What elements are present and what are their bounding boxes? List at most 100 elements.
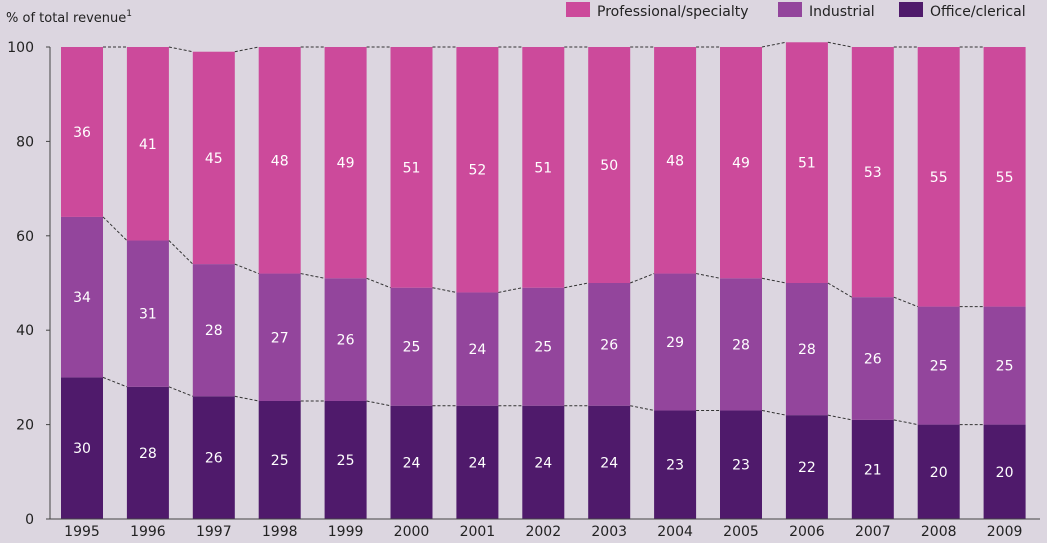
bar-label-industrial-1995: 34 xyxy=(73,290,91,306)
bar-office-clerical-1996 xyxy=(126,386,169,519)
bar-label-industrial-1999: 26 xyxy=(337,333,355,349)
bar-professional-specialty-2002 xyxy=(522,47,565,288)
bar-professional-specialty-2004 xyxy=(654,47,697,274)
legend-label-professional-specialty: Professional/specialty xyxy=(597,4,748,20)
bar-professional-specialty-2007 xyxy=(851,47,894,298)
bar-office-clerical-2007 xyxy=(851,419,894,519)
connector-1-8 xyxy=(630,273,655,284)
bars xyxy=(61,42,1026,519)
y-tick-label-0: 0 xyxy=(25,512,34,528)
bar-professional-specialty-2009 xyxy=(983,47,1026,307)
y-axis-label: % of total revenue1 xyxy=(6,9,132,26)
bar-label-industrial-2001: 24 xyxy=(468,342,486,358)
bar-label-professional-specialty-2007: 53 xyxy=(864,165,882,181)
bar-label-professional-specialty-2009: 55 xyxy=(996,170,1014,186)
bar-professional-specialty-1998 xyxy=(258,47,301,274)
connector-1-4 xyxy=(366,277,391,289)
x-tick-label-1995: 1995 xyxy=(64,524,100,540)
connector-2-1 xyxy=(168,46,193,53)
x-tick-label-2006: 2006 xyxy=(789,524,825,540)
bar-professional-specialty-1997 xyxy=(192,51,235,265)
bar-industrial-1996 xyxy=(126,240,169,387)
legend-swatch-professional-specialty xyxy=(566,2,590,17)
bar-professional-specialty-1999 xyxy=(324,47,367,279)
bar-label-office-clerical-2006: 22 xyxy=(798,460,816,476)
bar-label-industrial-2002: 25 xyxy=(534,340,552,356)
connector-lines xyxy=(102,41,984,426)
bar-label-office-clerical-1996: 28 xyxy=(139,446,157,462)
bar-office-clerical-2004 xyxy=(654,410,697,519)
connector-2-11 xyxy=(827,41,852,48)
x-tick-label-2001: 2001 xyxy=(460,524,496,540)
bar-professional-specialty-2003 xyxy=(588,47,631,283)
bar-label-office-clerical-2008: 20 xyxy=(930,465,948,481)
bar-label-professional-specialty-2000: 51 xyxy=(403,160,421,176)
bar-label-office-clerical-2000: 24 xyxy=(403,455,421,471)
bar-professional-specialty-2000 xyxy=(390,47,433,288)
connector-0-8 xyxy=(630,405,655,411)
y-tick-label-40: 40 xyxy=(16,323,34,339)
bar-label-office-clerical-2002: 24 xyxy=(534,455,552,471)
bar-label-office-clerical-2007: 21 xyxy=(864,462,882,478)
bar-label-professional-specialty-2003: 50 xyxy=(600,158,618,174)
bar-label-industrial-2000: 25 xyxy=(403,340,421,356)
connector-2-10 xyxy=(761,41,786,48)
x-tick-label-1996: 1996 xyxy=(130,524,166,540)
bar-industrial-2007 xyxy=(851,297,894,420)
x-tick-label-2007: 2007 xyxy=(855,524,891,540)
bar-label-industrial-2008: 25 xyxy=(930,359,948,375)
bar-label-professional-specialty-2005: 49 xyxy=(732,156,750,172)
connector-2-2 xyxy=(234,46,259,53)
bar-industrial-1997 xyxy=(192,264,235,397)
bar-label-office-clerical-2009: 20 xyxy=(996,465,1014,481)
bar-office-clerical-2008 xyxy=(917,424,960,519)
connector-1-9 xyxy=(696,273,721,279)
bar-label-professional-specialty-2008: 55 xyxy=(930,170,948,186)
bar-label-industrial-1996: 31 xyxy=(139,307,157,323)
y-tick-label-20: 20 xyxy=(16,418,34,434)
connector-1-7 xyxy=(564,282,589,289)
connector-0-4 xyxy=(366,400,391,407)
x-tick-label-2004: 2004 xyxy=(657,524,693,540)
x-tick-label-2008: 2008 xyxy=(921,524,957,540)
x-tick-label-2002: 2002 xyxy=(525,524,561,540)
bar-industrial-1999 xyxy=(324,278,367,401)
bar-label-professional-specialty-1996: 41 xyxy=(139,137,157,153)
bar-label-industrial-1997: 28 xyxy=(205,323,223,339)
y-tick-label-100: 100 xyxy=(7,40,34,56)
connector-1-2 xyxy=(234,263,259,275)
connector-0-2 xyxy=(234,395,259,402)
bar-industrial-2000 xyxy=(390,287,433,406)
bar-office-clerical-1997 xyxy=(192,396,235,519)
connector-1-12 xyxy=(893,296,918,308)
bar-label-professional-specialty-2002: 51 xyxy=(534,160,552,176)
bar-label-professional-specialty-1997: 45 xyxy=(205,151,223,167)
bar-office-clerical-2000 xyxy=(390,405,433,519)
bar-label-professional-specialty-1999: 49 xyxy=(337,156,355,172)
bar-industrial-1995 xyxy=(61,216,103,378)
bar-professional-specialty-2005 xyxy=(720,47,762,279)
x-tick-label-2005: 2005 xyxy=(723,524,759,540)
x-tick-label-2000: 2000 xyxy=(394,524,430,540)
connector-1-3 xyxy=(300,273,325,279)
bar-office-clerical-2006 xyxy=(785,415,828,519)
bar-industrial-2003 xyxy=(588,283,631,406)
bar-professional-specialty-1995 xyxy=(61,47,103,217)
bar-label-professional-specialty-2004: 48 xyxy=(666,153,684,169)
bar-industrial-2002 xyxy=(522,287,565,406)
bar-label-office-clerical-1998: 25 xyxy=(271,453,289,469)
bar-industrial-2009 xyxy=(983,306,1026,425)
x-tick-label-1999: 1999 xyxy=(328,524,364,540)
bar-label-office-clerical-1997: 26 xyxy=(205,451,223,467)
bar-label-industrial-2009: 25 xyxy=(996,359,1014,375)
bar-label-office-clerical-2003: 24 xyxy=(600,455,618,471)
connector-1-6 xyxy=(498,287,523,293)
bar-industrial-2004 xyxy=(654,273,697,411)
connector-0-12 xyxy=(893,419,918,426)
bar-industrial-1998 xyxy=(258,273,301,401)
bar-professional-specialty-2006 xyxy=(785,42,828,283)
x-tick-label-2003: 2003 xyxy=(591,524,627,540)
bar-label-professional-specialty-2006: 51 xyxy=(798,156,816,172)
connector-0-0 xyxy=(102,376,128,388)
